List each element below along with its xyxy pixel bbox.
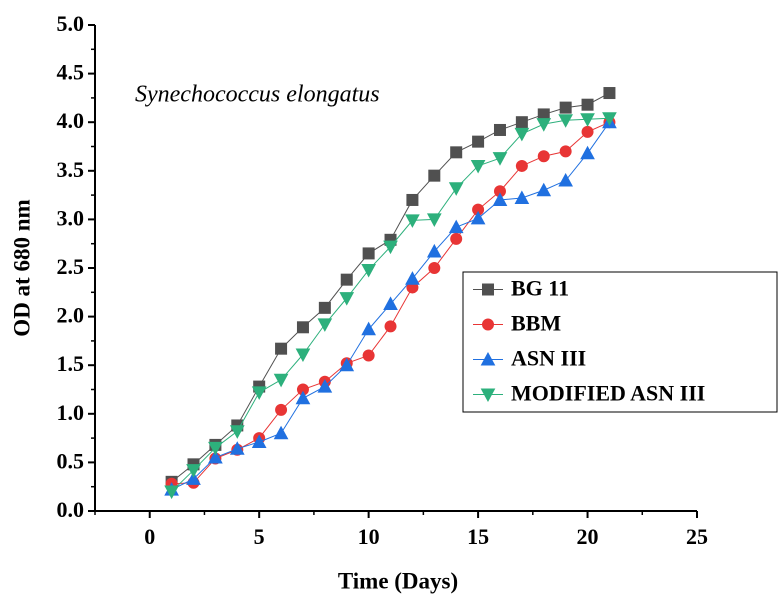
marker [603, 87, 616, 100]
y-tick-label: 3.5 [57, 157, 85, 182]
marker [470, 210, 486, 225]
marker [405, 214, 420, 228]
marker [536, 182, 552, 197]
y-tick-label: 2.0 [57, 303, 85, 328]
marker [251, 434, 267, 448]
marker [229, 425, 245, 439]
marker [470, 159, 486, 174]
legend-label: MODIFIED ASN III [511, 381, 705, 406]
marker [472, 135, 485, 148]
marker [339, 292, 355, 306]
marker [492, 152, 508, 166]
marker [208, 449, 223, 464]
marker [295, 390, 311, 405]
y-tick-label: 3.0 [57, 205, 85, 230]
marker [229, 441, 245, 455]
marker [186, 471, 201, 485]
marker [384, 320, 397, 333]
legend-marker [480, 388, 496, 403]
marker [602, 112, 617, 126]
marker [493, 123, 506, 136]
marker [186, 464, 201, 478]
marker [339, 357, 355, 372]
marker [428, 169, 441, 182]
marker [559, 145, 572, 158]
x-tick-label: 0 [144, 524, 155, 549]
y-tick-label: 0.0 [57, 497, 85, 522]
marker [558, 114, 573, 128]
marker [514, 127, 530, 142]
series [164, 112, 617, 500]
legend-box [462, 271, 778, 413]
legend-marker [482, 283, 494, 296]
x-tick-label: 25 [686, 524, 708, 549]
marker [361, 263, 376, 278]
marker [537, 150, 550, 163]
marker [295, 348, 311, 363]
marker [405, 271, 420, 285]
marker [450, 232, 463, 245]
x-tick-label: 15 [467, 524, 489, 549]
marker [340, 273, 353, 286]
marker [406, 193, 419, 206]
marker [580, 145, 595, 160]
legend-label: BG 11 [511, 276, 569, 301]
x-axis-label: Time (Days) [338, 568, 458, 593]
x-tick-label: 5 [254, 524, 265, 549]
marker [317, 318, 333, 332]
y-tick-label: 1.5 [57, 351, 85, 376]
legend-marker [480, 351, 496, 366]
y-axis-label: OD at 680 nm [9, 199, 34, 336]
marker [580, 113, 595, 127]
marker [426, 213, 442, 227]
marker [362, 349, 375, 362]
legend-marker [482, 318, 494, 331]
legend: BG 11 BBM ASN III MODIFIED ASN III [462, 271, 778, 413]
marker [492, 192, 508, 206]
marker [559, 101, 572, 114]
marker [383, 296, 398, 310]
x-tick-label: 20 [577, 524, 599, 549]
marker [361, 321, 376, 336]
marker [515, 159, 528, 172]
y-tick-label: 1.0 [57, 400, 85, 425]
marker [515, 116, 528, 129]
marker [448, 182, 464, 196]
marker [317, 379, 333, 393]
marker [428, 262, 441, 274]
marker [318, 301, 331, 314]
marker [514, 190, 530, 205]
y-tick-label: 4.5 [57, 60, 85, 85]
y-tick-label: 5.0 [57, 11, 85, 36]
legend-label: BBM [511, 311, 561, 336]
marker [273, 425, 289, 440]
annotation: Synechococcus elongatus [135, 82, 380, 108]
y-tick-label: 2.5 [57, 254, 85, 279]
marker [448, 219, 464, 234]
marker [558, 172, 573, 187]
marker [208, 441, 223, 456]
marker [296, 321, 309, 334]
y-tick-label: 4.0 [57, 108, 85, 133]
marker [362, 247, 375, 260]
marker [581, 98, 594, 111]
marker [275, 403, 288, 416]
marker [275, 342, 288, 355]
y-tick-label: 0.5 [57, 448, 85, 473]
marker [536, 118, 552, 132]
marker [383, 240, 398, 255]
x-tick-label: 10 [358, 524, 380, 549]
marker [450, 146, 463, 159]
marker [273, 373, 289, 388]
marker [426, 243, 442, 258]
legend-label: ASN III [511, 346, 586, 371]
marker [251, 386, 267, 400]
marker [581, 125, 594, 138]
marker [164, 485, 179, 500]
